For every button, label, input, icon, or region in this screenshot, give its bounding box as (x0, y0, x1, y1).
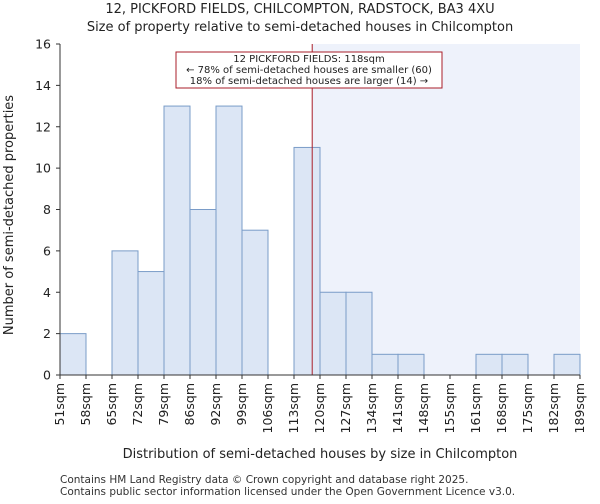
y-tick-label: 14 (35, 78, 51, 93)
bar-99sqm (241, 229, 269, 376)
bar-65sqm (111, 250, 139, 376)
x-tick-label: 134sqm (364, 383, 379, 433)
x-tick-label: 58sqm (78, 383, 93, 426)
x-tick-label: 120sqm (312, 383, 327, 433)
annotation-smaller: ← 78% of semi-detached houses are smalle… (186, 65, 432, 76)
bar-161sqm (475, 353, 503, 376)
x-tick-label: 175sqm (520, 383, 535, 433)
x-tick-label: 127sqm (338, 383, 353, 433)
x-tick-label: 72sqm (130, 383, 145, 426)
annotation-title: 12 PICKFORD FIELDS: 118sqm (233, 54, 384, 65)
bar-113sqm (293, 146, 321, 376)
x-axis-label: Distribution of semi-detached houses by … (123, 447, 518, 462)
y-tick-label: 12 (35, 119, 51, 134)
x-tick-label: 113sqm (286, 383, 301, 433)
annotation-larger: 18% of semi-detached houses are larger (… (190, 76, 428, 87)
x-tick-label: 168sqm (494, 383, 509, 433)
bar-51sqm (59, 333, 87, 376)
bar-79sqm (163, 105, 191, 376)
x-tick-label: 99sqm (234, 383, 249, 426)
x-tick-label: 65sqm (104, 383, 119, 426)
y-tick-label: 0 (43, 368, 51, 383)
x-tick-label: 79sqm (156, 383, 171, 426)
y-tick-label: 8 (43, 202, 51, 217)
x-tick-label: 148sqm (416, 383, 431, 433)
x-tick-label: 155sqm (442, 383, 457, 433)
bar-141sqm (397, 353, 425, 376)
y-tick-label: 16 (35, 37, 51, 52)
y-axis-label: Number of semi-detached properties (2, 95, 17, 335)
bar-120sqm (319, 291, 347, 376)
bar-182sqm (553, 353, 581, 376)
bar-127sqm (345, 291, 373, 376)
chart-title-line-1: 12, PICKFORD FIELDS, CHILCOMPTON, RADSTO… (105, 2, 494, 17)
footer-line-1: Contains HM Land Registry data © Crown c… (60, 474, 468, 486)
x-tick-label: 51sqm (52, 383, 67, 426)
annotation-box (175, 51, 443, 89)
bar-134sqm (371, 353, 399, 376)
y-tick-label: 6 (43, 243, 51, 258)
x-tick-label: 161sqm (468, 383, 483, 433)
property-annotation: 12 PICKFORD FIELDS: 118sqm ← 78% of semi… (175, 51, 443, 89)
x-tick-label: 182sqm (546, 383, 561, 433)
x-tick-label: 141sqm (390, 383, 405, 433)
x-tick-label: 106sqm (260, 383, 275, 433)
bar-86sqm (189, 209, 217, 376)
y-tick-label: 2 (43, 326, 51, 341)
y-tick-label: 4 (43, 285, 51, 300)
x-tick-label: 86sqm (182, 383, 197, 426)
bar-92sqm (215, 105, 243, 376)
x-tick-label: 189sqm (572, 383, 587, 433)
footer-line-2: Contains public sector information licen… (60, 486, 515, 498)
bar-168sqm (501, 353, 529, 376)
x-tick-label: 92sqm (208, 383, 223, 426)
bar-72sqm (137, 271, 165, 376)
chart-title-line-2: Size of property relative to semi-detach… (87, 20, 513, 35)
y-tick-label: 10 (35, 161, 51, 176)
